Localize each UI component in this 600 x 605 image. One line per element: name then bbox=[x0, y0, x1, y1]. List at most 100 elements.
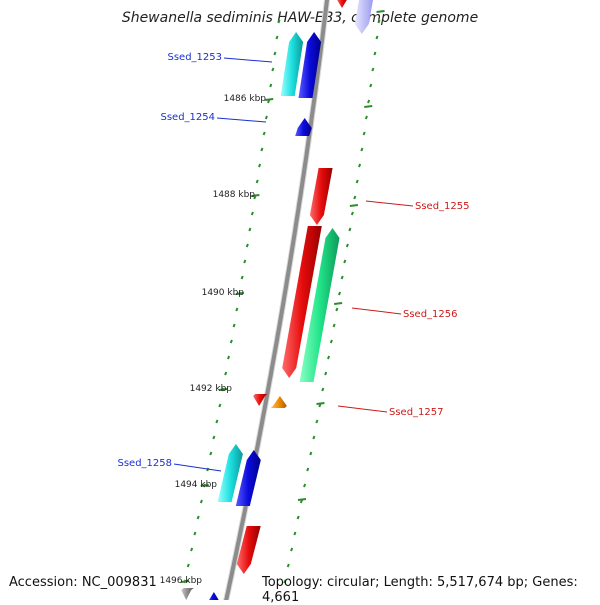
tick-dot-left bbox=[190, 547, 194, 552]
leader-ssed-1255 bbox=[365, 200, 414, 207]
tick-dot-right bbox=[345, 243, 349, 248]
major-tick-left bbox=[180, 580, 190, 583]
tick-dot-left bbox=[269, 83, 273, 88]
kbp-label-1486: 1486 kbp bbox=[224, 94, 267, 104]
tick-dot-right bbox=[321, 387, 325, 392]
tick-dot-right bbox=[343, 259, 347, 264]
tick-dot-right bbox=[315, 419, 319, 424]
tick-dot-left bbox=[232, 323, 236, 328]
major-tick-right bbox=[364, 105, 373, 108]
kbp-label-1492: 1492 kbp bbox=[190, 384, 233, 394]
gene-bottom-blue bbox=[206, 592, 219, 600]
tick-dot-left bbox=[240, 275, 244, 280]
tick-dot-right bbox=[358, 163, 362, 168]
gene-ssed-1256-red bbox=[282, 226, 322, 378]
gene-label-ssed-1254[interactable]: Ssed_1254 bbox=[160, 112, 215, 123]
tick-dot-right bbox=[286, 563, 290, 568]
kbp-label-1496: 1496 kbp bbox=[160, 576, 203, 586]
tick-dot-left bbox=[264, 115, 268, 120]
tick-dot-right bbox=[360, 147, 364, 152]
tick-dot-left bbox=[260, 147, 264, 152]
leader-ssed-1258 bbox=[173, 463, 222, 472]
tick-dot-left bbox=[248, 227, 252, 232]
map-title: Shewanella sediminis HAW-EB3, complete g… bbox=[121, 10, 479, 26]
tick-dot-left bbox=[258, 163, 262, 168]
leader-ssed-1253 bbox=[223, 57, 273, 63]
leader-ssed-1254 bbox=[216, 117, 267, 123]
major-tick-left bbox=[200, 484, 209, 487]
tick-dot-left bbox=[245, 243, 249, 248]
tick-dot-left bbox=[212, 435, 216, 440]
gene-bottom-gray bbox=[181, 588, 194, 600]
major-tick-right bbox=[334, 302, 343, 305]
tick-dot-right bbox=[335, 307, 339, 312]
gene-ssed-1255 bbox=[309, 168, 333, 225]
leader-ssed-1256 bbox=[351, 307, 402, 315]
tick-dot-left bbox=[255, 179, 259, 184]
major-tick-right bbox=[376, 10, 385, 13]
tick-dot-left bbox=[243, 259, 247, 264]
gene-ssed-1258-cyan bbox=[217, 444, 243, 502]
kbp-label-1494: 1494 kbp bbox=[175, 480, 218, 490]
gene-ssed-1254 bbox=[295, 118, 312, 136]
gene-label-ssed-1255[interactable]: Ssed_1255 bbox=[415, 201, 470, 212]
gene-ssed-1257-red bbox=[253, 394, 268, 406]
tick-dot-right bbox=[375, 35, 379, 40]
gene-ssed-1253-blue bbox=[298, 32, 322, 98]
tick-dot-right bbox=[327, 355, 331, 360]
tick-dot-right bbox=[293, 531, 297, 536]
tick-dot-left bbox=[235, 307, 239, 312]
tick-dot-right bbox=[332, 323, 336, 328]
gene-ssed-1257-orange bbox=[270, 396, 287, 408]
tick-dot-right bbox=[348, 227, 352, 232]
tick-dot-right bbox=[306, 467, 310, 472]
gene-label-ssed-1258[interactable]: Ssed_1258 bbox=[117, 458, 172, 469]
gene-label-ssed-1253[interactable]: Ssed_1253 bbox=[167, 52, 222, 63]
tick-dot-right bbox=[350, 211, 354, 216]
major-tick-right bbox=[297, 498, 307, 501]
tick-dot-right bbox=[369, 83, 373, 88]
major-tick-left bbox=[218, 388, 228, 391]
tick-dot-right bbox=[364, 115, 368, 120]
gene-label-ssed-1256[interactable]: Ssed_1256 bbox=[403, 309, 458, 320]
tick-dot-left bbox=[277, 19, 281, 24]
gene-label-ssed-1257[interactable]: Ssed_1257 bbox=[389, 407, 444, 418]
leader-ssed-1257 bbox=[337, 405, 388, 413]
tick-dot-right bbox=[355, 179, 359, 184]
tick-dot-right bbox=[309, 451, 313, 456]
gene-features bbox=[181, 0, 373, 600]
tick-dot-left bbox=[227, 355, 231, 360]
tick-dot-left bbox=[275, 35, 279, 40]
tick-dot-right bbox=[362, 131, 366, 136]
genome-summary-text: Topology: circular; Length: 5,517,674 bp… bbox=[262, 575, 578, 605]
tick-dot-left bbox=[250, 211, 254, 216]
gene-ssed-1258-blue bbox=[235, 450, 261, 506]
tick-dot-right bbox=[283, 579, 287, 584]
tick-dot-right bbox=[377, 19, 381, 24]
tick-dot-left bbox=[199, 499, 203, 504]
kbp-label-1488: 1488 kbp bbox=[213, 190, 256, 200]
major-tick-left bbox=[251, 194, 260, 197]
tick-dot-right bbox=[312, 435, 316, 440]
major-tick-left bbox=[235, 292, 244, 295]
gene-ssed-1256-green bbox=[299, 228, 340, 382]
tick-dot-left bbox=[273, 51, 277, 56]
tick-dot-left bbox=[262, 131, 266, 136]
tick-dot-left bbox=[193, 531, 197, 536]
tick-dot-left bbox=[218, 403, 222, 408]
tick-dot-right bbox=[338, 291, 342, 296]
tick-dot-right bbox=[373, 51, 377, 56]
tick-dot-left bbox=[229, 339, 233, 344]
major-tick-left bbox=[265, 98, 274, 101]
tick-dot-left bbox=[215, 419, 219, 424]
label-leaders bbox=[173, 57, 414, 472]
tick-dot-left bbox=[224, 371, 228, 376]
kbp-label-1490: 1490 kbp bbox=[202, 288, 245, 298]
tick-dot-left bbox=[271, 67, 275, 72]
major-tick-right bbox=[316, 402, 325, 405]
major-tick-right bbox=[349, 204, 359, 207]
tick-dot-right bbox=[296, 515, 300, 520]
gene-top-red bbox=[337, 0, 349, 8]
